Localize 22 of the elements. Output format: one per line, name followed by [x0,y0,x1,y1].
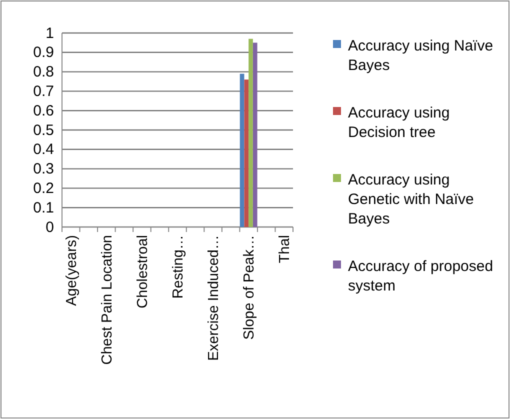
y-tick-label: 0.6 [33,102,54,120]
y-tick-label: 1 [46,24,54,42]
y-tick-label: 0.4 [33,141,54,158]
legend-label: Accuracy using Naïve Bayes [348,37,494,74]
x-tick-label: Chest Pain Location [100,235,116,365]
y-tick-label: 0.5 [33,122,54,139]
x-tick-label: Age(years) [64,235,80,306]
y-tick-label: 0.8 [33,64,54,81]
x-tick-label: Resting… [170,235,187,299]
x-tick-label: Slope of Peak… [242,235,258,340]
legend-label: Accuracy using Decision tree [348,104,450,141]
x-tick-label: Exercise Induced… [206,235,222,361]
y-tick-label: 0.2 [33,180,54,197]
legend-label: Accuracy of proposed system [348,258,494,294]
legend-label: Accuracy using Genetic with Naïve Bayes [348,171,474,228]
x-tick-label: Thal [277,235,294,264]
y-tick-label: 0.3 [33,160,54,178]
y-tick-label: 0 [46,218,54,236]
y-tick-label: 0.1 [33,199,54,216]
y-tick-label: 0.7 [33,83,54,100]
y-tick-label: 0.9 [33,44,54,62]
x-tick-label: Cholestroal [135,235,152,308]
